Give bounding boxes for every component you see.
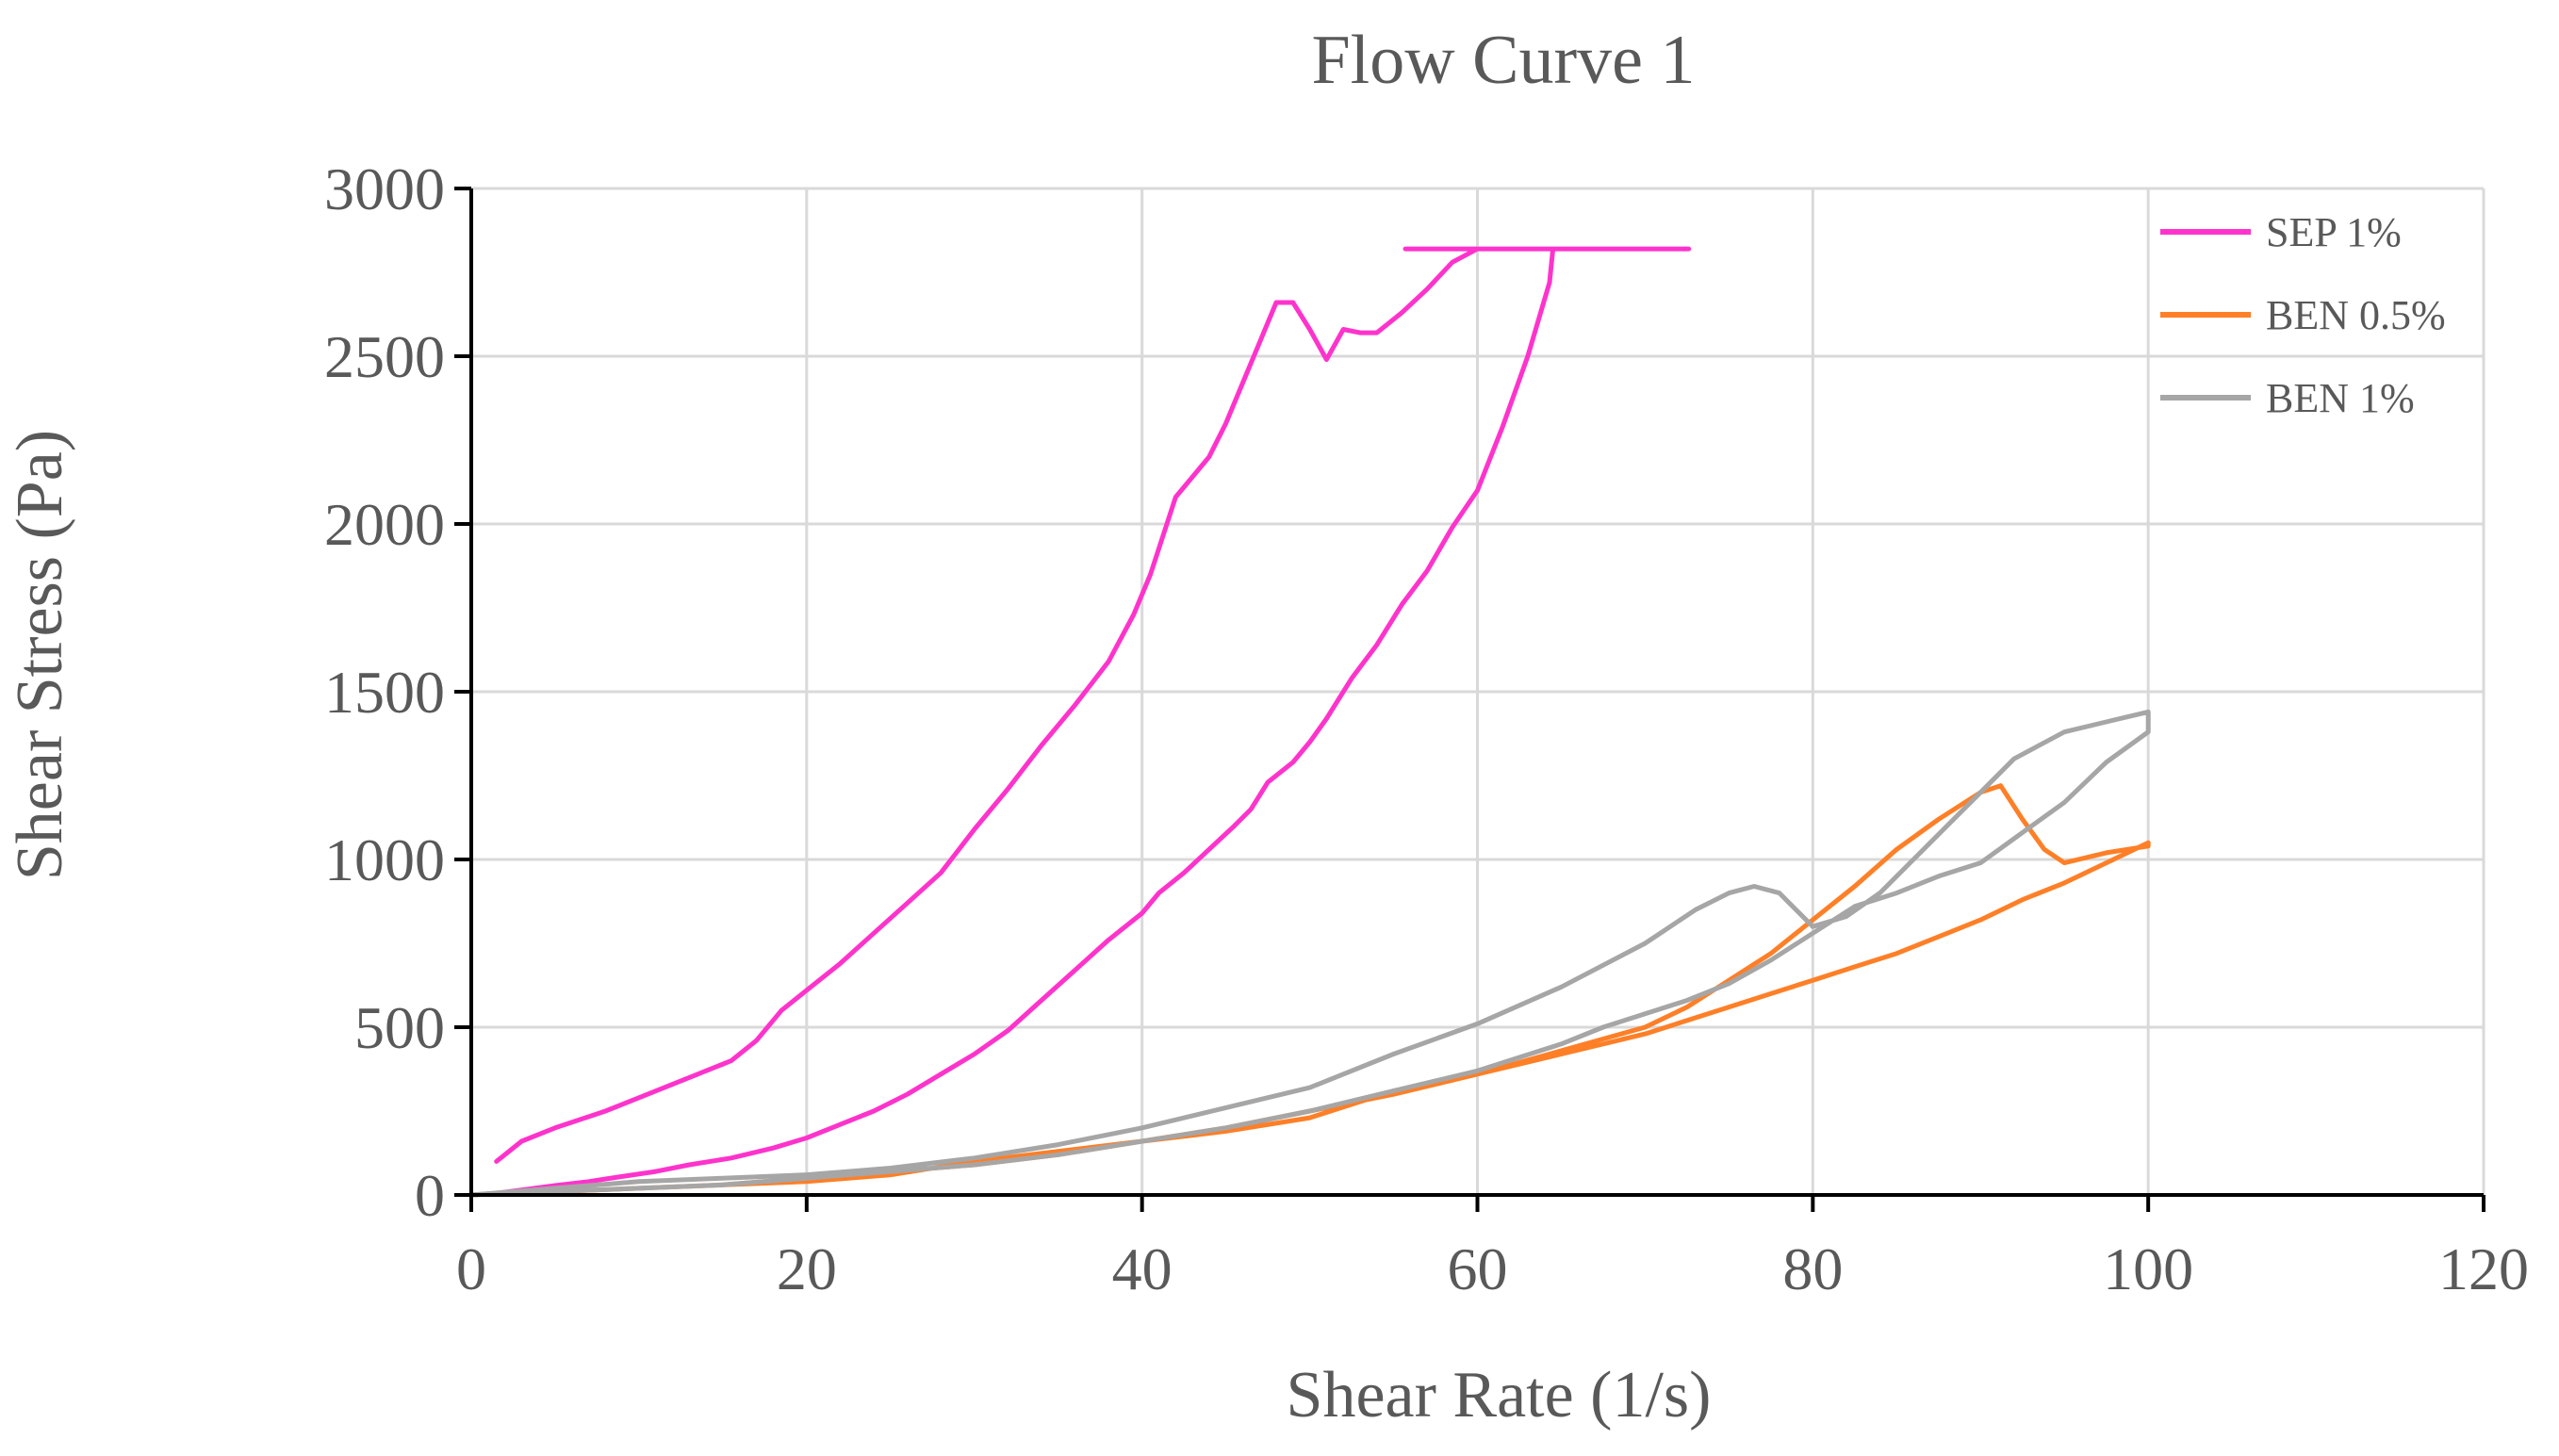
legend-label-ben-0-5: BEN 0.5% (2266, 292, 2446, 338)
x-axis-label: Shear Rate (1/s) (1287, 1359, 1712, 1431)
x-tick-label: 0 (456, 1235, 486, 1302)
series-lines (468, 246, 2151, 1198)
series-line-ben-0-5 (468, 783, 2151, 1198)
legend-label-sep-1: SEP 1% (2266, 209, 2402, 255)
y-tick-label: 1500 (324, 659, 445, 726)
y-tick-label: 1000 (324, 826, 445, 893)
x-tick-label: 80 (1782, 1235, 1843, 1302)
x-tick-label: 120 (2438, 1235, 2529, 1302)
legend-label-ben-1: BEN 1% (2266, 375, 2415, 421)
y-tick-label: 0 (415, 1162, 445, 1229)
series-line-sep-1 (468, 246, 1692, 1198)
legend: SEP 1% BEN 0.5% BEN 1% (2160, 209, 2446, 421)
tick-labels: 0 500 1000 1500 2000 2500 3000 0 20 40 60 80 100 120 (324, 155, 2529, 1302)
chart-title: Flow Curve 1 (1312, 22, 1696, 99)
x-tick-label: 100 (2103, 1235, 2193, 1302)
grid-lines (471, 187, 2485, 1195)
y-axis-label: Shear Stress (Pa) (4, 430, 76, 880)
axes (454, 187, 2485, 1212)
y-tick-label: 500 (354, 994, 445, 1061)
x-tick-label: 40 (1112, 1235, 1173, 1302)
y-tick-label: 2000 (324, 491, 445, 558)
series-line-ben-1 (468, 709, 2151, 1198)
x-tick-label: 20 (777, 1235, 837, 1302)
x-tick-label: 60 (1448, 1235, 1508, 1302)
y-tick-label: 2500 (324, 323, 445, 390)
y-tick-label: 3000 (324, 155, 445, 222)
